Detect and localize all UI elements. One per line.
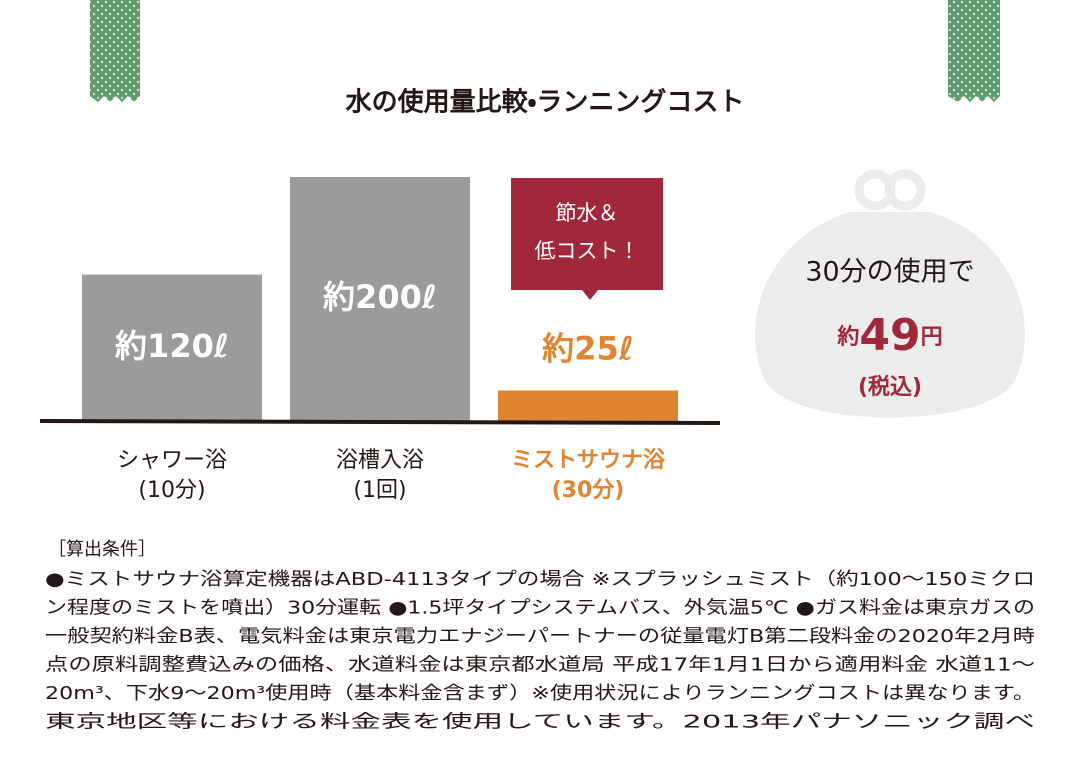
category-label: シャワー浴 [117,448,227,473]
footnote-line: 20m³、下水9～20m³使用時（基本料金含まず）※使用状況によりランニングコス… [45,683,1035,704]
footnote-line: ン程度のミストを噴出）30分運転 ●1.5坪タイプシステムバス、外気温5℃ ●ガ… [45,598,1035,619]
purse [755,169,1025,418]
cost-prefix: 約 [836,324,859,350]
category-label: 浴槽入浴 [336,448,424,473]
category-note: (30分) [552,478,625,503]
callout-box [511,178,663,300]
callout-text: 節水＆ [556,201,619,225]
footnote: ●ミストサウナ浴算定機器はABD-4113タイプの場合 ※スプラッシュミスト（約… [45,569,1035,733]
category-note: (1回) [353,478,406,503]
bar [498,390,678,421]
callout-text: 低コスト！ [535,239,640,263]
bar [290,177,470,421]
category-note: (10分) [138,478,205,503]
value-label: 約200ℓ [323,278,437,316]
cost-unit: 円 [921,325,943,350]
bar-chart: 約120ℓ シャワー浴 (10分) 約200ℓ 浴槽入浴 (1回) 約25ℓ ミストサウナ浴 (… [82,177,678,503]
ground-line [39,419,721,425]
category-label: ミストサウナ浴 [511,447,665,473]
value-label: 約120ℓ [115,327,229,365]
footnote-line: 点の原料調整費込みの価格、水道料金は東京都水道局 平成17年1月1日から適用料金… [45,655,1035,676]
footnote-line: 一般契約料金B表、電気料金は東京電力エナジーパートナーの従量電灯B第二段料金の2… [45,626,1035,647]
tape [90,0,140,102]
cost-lead: 30分の使用で [805,257,974,288]
footnote-heading: ［算出条件］ [48,539,156,560]
footnote-line: ●ミストサウナ浴算定機器はABD-4113タイプの場合 ※スプラッシュミスト（約… [45,569,1035,590]
footnote-line: 東京地区等における料金表を使用しています。2013年パナソニック調べ [45,712,1035,733]
tape [948,0,1000,102]
cost-value: 約49円 [836,310,942,361]
chart-title: 水の使用量比較・ランニングコスト [345,87,745,118]
value-label: 約25ℓ [542,330,634,368]
cost-number: 49 [859,310,920,361]
bar [82,274,262,421]
cost-note: (税込) [858,374,922,400]
